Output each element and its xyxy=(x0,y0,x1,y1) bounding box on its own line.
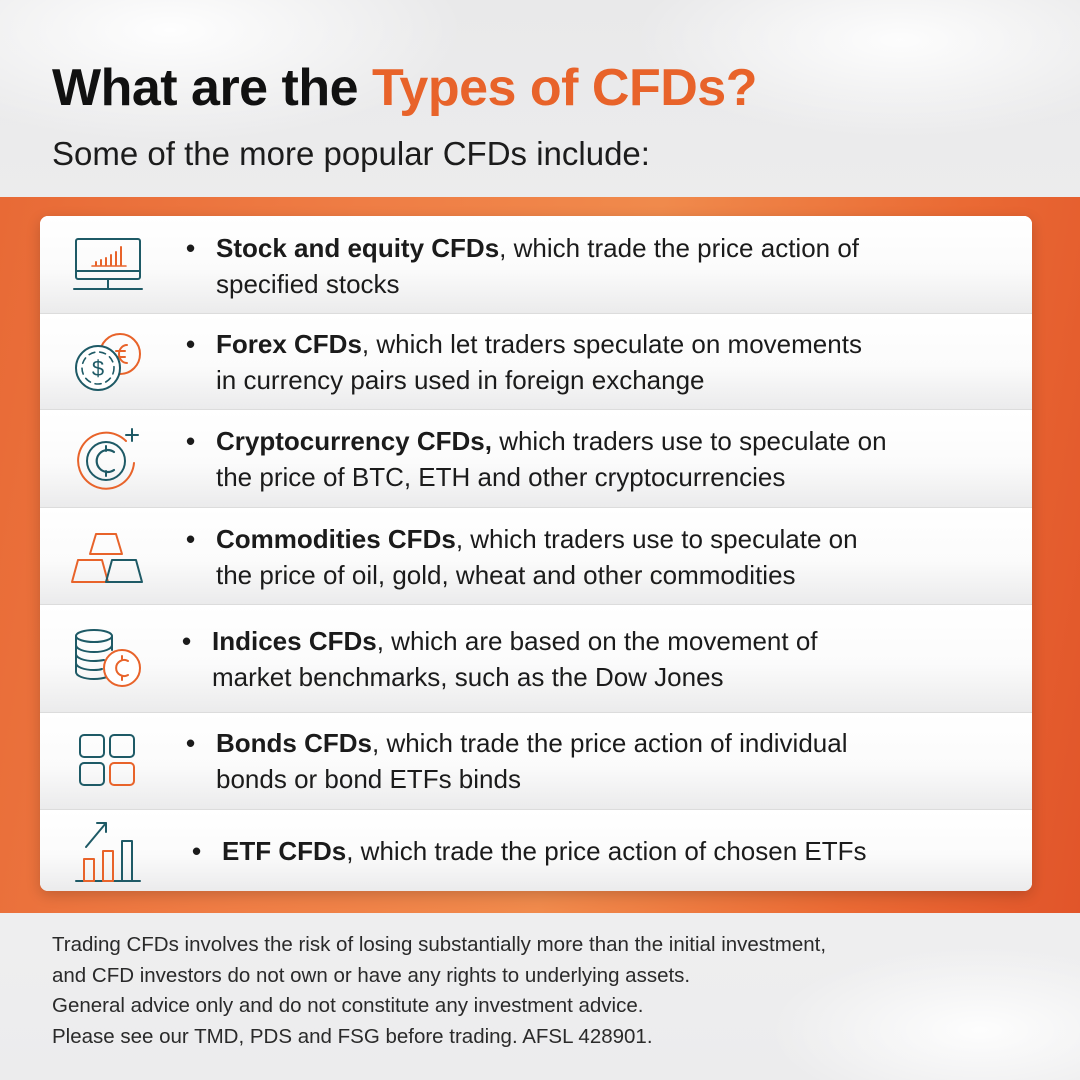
disclaimer-line: Please see our TMD, PDS and FSG before t… xyxy=(52,1024,653,1048)
item-line2: market benchmarks, such as the Dow Jones xyxy=(212,662,724,692)
bullet: • xyxy=(186,524,196,554)
title-accent: Types of CFDs? xyxy=(372,59,757,117)
header: What are the Types of CFDs? Some of the … xyxy=(52,56,1042,174)
bullet: • xyxy=(192,836,202,866)
list-item-crypto: • Cryptocurrency CFDs, which traders use… xyxy=(40,410,1032,508)
item-rest: , which let traders speculate on movemen… xyxy=(361,329,862,359)
bullet: • xyxy=(186,426,196,456)
list-item-forex: $ • Forex CFDs, which let traders specul… xyxy=(40,314,1032,410)
page-title: What are the Types of CFDs? xyxy=(52,56,1042,120)
disclaimer-line: General advice only and do not constitut… xyxy=(52,994,644,1017)
bullet: • xyxy=(186,728,196,758)
crypto-coin-icon xyxy=(68,424,148,494)
item-line2: bonds or bond ETFs binds xyxy=(216,764,521,794)
item-line2: in currency pairs used in foreign exchan… xyxy=(216,365,705,395)
cfd-types-card: • Stock and equity CFDs, which trade the… xyxy=(40,216,1032,891)
item-line2: the price of oil, gold, wheat and other … xyxy=(216,560,796,590)
bullet: • xyxy=(186,233,196,263)
svg-text:$: $ xyxy=(92,356,104,381)
title-prefix: What are the xyxy=(52,59,372,117)
item-rest: , which trade the price action of xyxy=(499,233,860,263)
item-text: • Forex CFDs, which let traders speculat… xyxy=(186,326,1012,398)
item-text: • Stock and equity CFDs, which trade the… xyxy=(186,230,1012,302)
item-bold: Cryptocurrency CFDs, xyxy=(216,426,492,456)
item-rest: , which trade the price action of indivi… xyxy=(372,728,848,758)
coin-stack-icon xyxy=(68,625,148,695)
item-bold: Indices CFDs xyxy=(212,626,377,656)
list-item-stock: • Stock and equity CFDs, which trade the… xyxy=(40,216,1032,314)
list-item-commodities: • Commodities CFDs, which traders use to… xyxy=(40,508,1032,605)
disclaimer-line: Trading CFDs involves the risk of losing… xyxy=(52,933,827,956)
monitor-chart-icon xyxy=(68,230,148,300)
disclaimer: Trading CFDs involves the risk of losing… xyxy=(52,930,1042,1052)
item-text: • Cryptocurrency CFDs, which traders use… xyxy=(186,423,1012,495)
item-line2: the price of BTC, ETH and other cryptocu… xyxy=(216,462,786,492)
item-bold: Forex CFDs xyxy=(216,329,362,359)
currency-exchange-icon: $ xyxy=(68,327,148,397)
gold-bars-icon xyxy=(68,521,148,591)
item-text: • Indices CFDs, which are based on the m… xyxy=(182,623,1012,695)
disclaimer-line: and CFD investors do not own or have any… xyxy=(52,963,691,987)
list-item-etf: • ETF CFDs, which trade the price action… xyxy=(40,810,1032,891)
item-bold: Commodities CFDs xyxy=(216,524,456,554)
item-rest: which traders use to speculate on xyxy=(491,426,887,456)
item-bold: Stock and equity CFDs xyxy=(216,233,500,263)
growth-bars-icon xyxy=(68,816,148,886)
item-bold: ETF CFDs xyxy=(222,836,347,866)
item-rest: , which are based on the movement of xyxy=(376,626,818,656)
item-bold: Bonds CFDs xyxy=(216,728,372,758)
list-item-indices: • Indices CFDs, which are based on the m… xyxy=(40,605,1032,713)
item-text: • ETF CFDs, which trade the price action… xyxy=(192,833,1012,869)
page-subtitle: Some of the more popular CFDs include: xyxy=(52,135,650,172)
bullet: • xyxy=(182,626,192,656)
item-text: • Commodities CFDs, which traders use to… xyxy=(186,521,1012,593)
bullet: • xyxy=(186,329,196,359)
item-rest: , which traders use to speculate on xyxy=(455,524,858,554)
grid-blocks-icon xyxy=(68,726,148,796)
list-item-bonds: • Bonds CFDs, which trade the price acti… xyxy=(40,713,1032,810)
item-line2: specified stocks xyxy=(216,269,400,299)
item-rest: , which trade the price action of chosen… xyxy=(346,836,867,866)
item-text: • Bonds CFDs, which trade the price acti… xyxy=(186,725,1012,797)
